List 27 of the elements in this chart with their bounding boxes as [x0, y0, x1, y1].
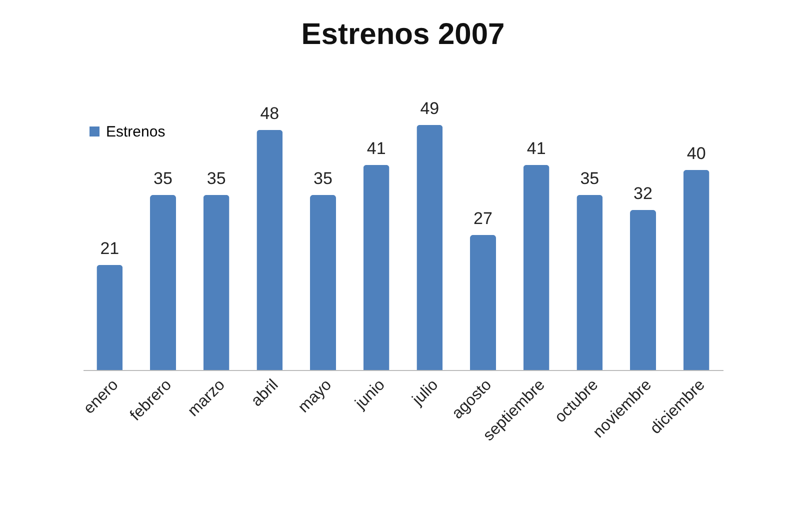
chart-title: Estrenos 2007 [301, 18, 505, 51]
data-label: 32 [634, 184, 652, 203]
bar [523, 165, 550, 370]
bar [576, 195, 603, 370]
bar [96, 265, 123, 370]
data-label: 35 [206, 169, 226, 188]
bar [630, 210, 656, 370]
data-label: 21 [100, 239, 120, 258]
data-label: 35 [154, 169, 172, 188]
bar [310, 195, 336, 370]
bar [470, 235, 496, 370]
data-label: 35 [580, 169, 600, 188]
data-label: 49 [420, 99, 440, 118]
bar [363, 165, 390, 370]
data-label: 35 [314, 169, 332, 188]
data-label: 41 [526, 139, 546, 158]
data-label: 48 [260, 104, 280, 123]
data-label: 41 [366, 139, 386, 158]
legend-label: Estrenos [106, 124, 166, 140]
bar [683, 170, 710, 370]
x-tick-label: julio [408, 376, 442, 410]
bar [416, 125, 443, 370]
bar [150, 195, 176, 370]
bar [203, 195, 230, 370]
bar [256, 130, 283, 370]
data-label: 27 [474, 209, 492, 228]
data-label: 40 [686, 144, 706, 163]
